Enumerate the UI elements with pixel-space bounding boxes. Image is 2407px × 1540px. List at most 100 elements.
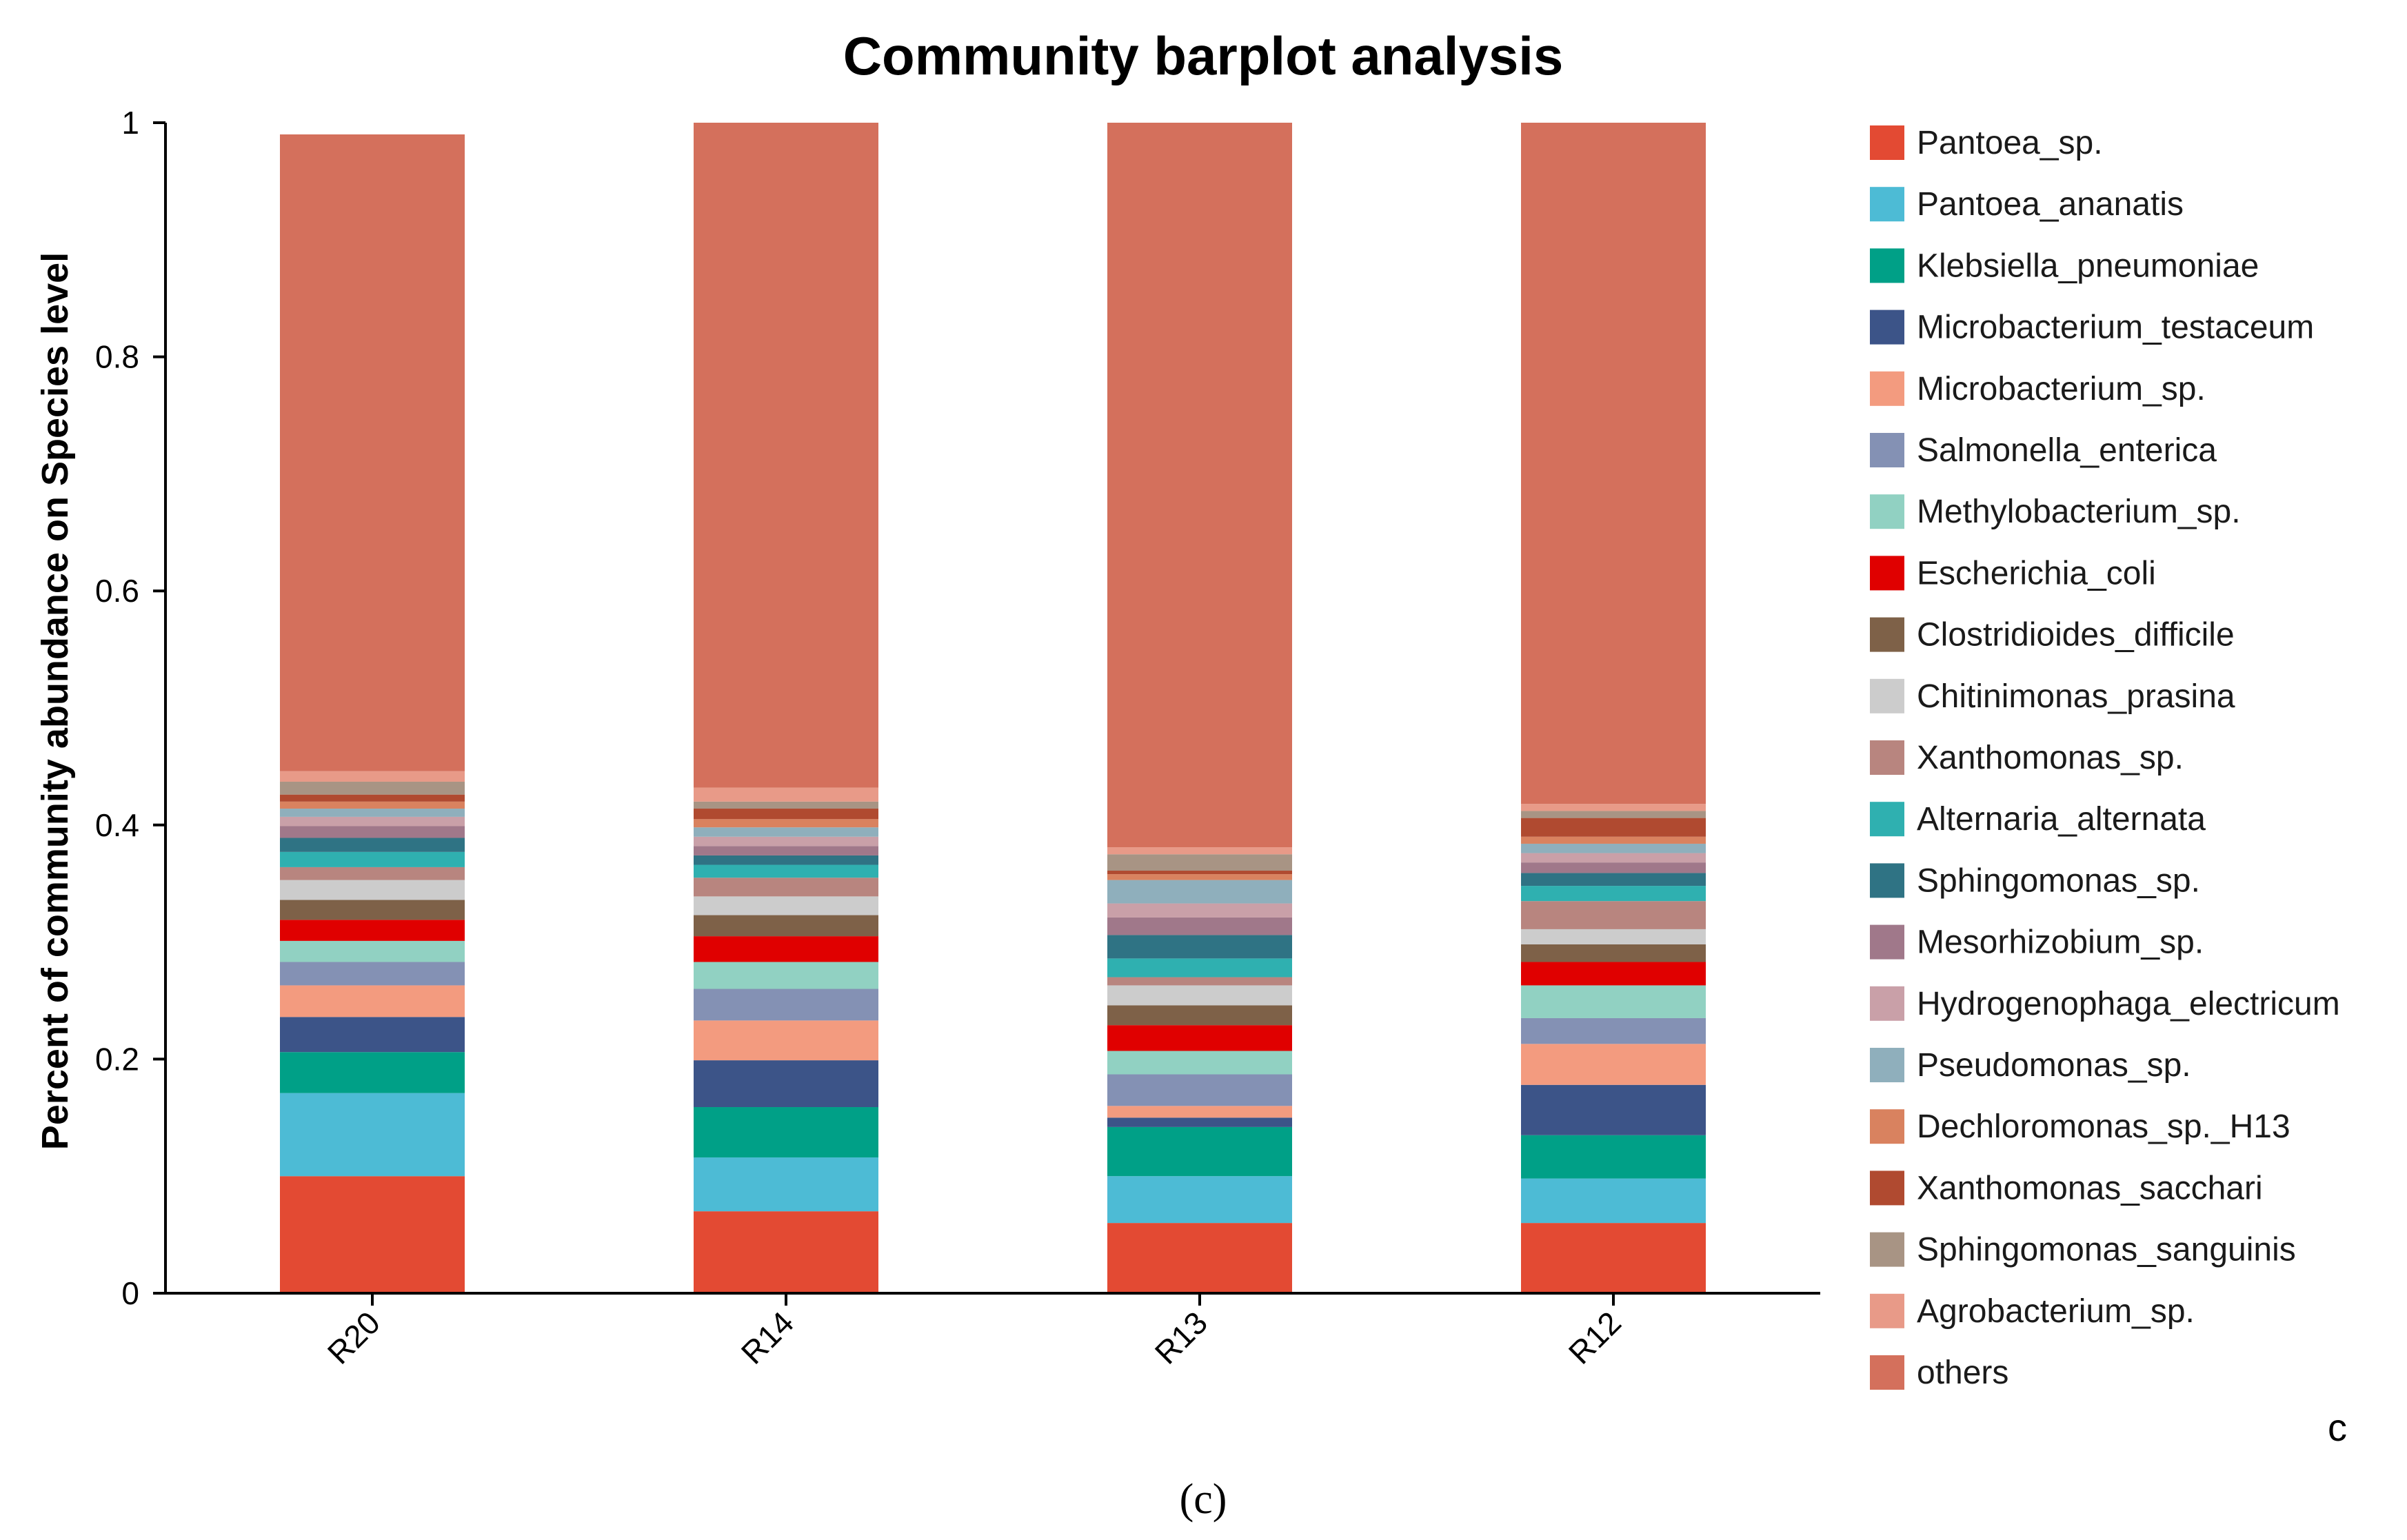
bar-segment-r14-6 xyxy=(694,962,878,989)
bar-segment-r20-14 xyxy=(280,816,465,827)
bar-segment-r20-19 xyxy=(280,771,465,782)
bar-segment-r13-5 xyxy=(1107,1074,1292,1106)
legend-label: Sphingomonas_sp. xyxy=(1917,862,2200,899)
bar-segment-r14-11 xyxy=(694,864,878,878)
legend-swatch xyxy=(1870,248,1904,283)
bar-segment-r13-8 xyxy=(1107,1005,1292,1026)
legend-label: Pantoea_ananatis xyxy=(1917,186,2184,223)
bar-segment-r14-8 xyxy=(694,915,878,937)
bar-segment-r14-16 xyxy=(694,819,878,828)
bar-segment-r13-20 xyxy=(1107,123,1292,848)
legend-swatch xyxy=(1870,1048,1904,1082)
bar-segment-r14-18 xyxy=(694,801,878,809)
bar-segment-r14-3 xyxy=(694,1060,878,1108)
chart-title: Community barplot analysis xyxy=(843,26,1564,86)
legend-label: Clostridioides_difficile xyxy=(1917,617,2235,654)
y-tick-label: 0.4 xyxy=(95,807,139,843)
bar-segment-r14-2 xyxy=(694,1107,878,1158)
bar-segment-r14-12 xyxy=(694,855,878,865)
legend-label: Pantoea_sp. xyxy=(1917,125,2103,161)
legend-swatch xyxy=(1870,986,1904,1021)
bar-segment-r13-19 xyxy=(1107,847,1292,855)
legend-swatch xyxy=(1870,433,1904,467)
legend-swatch xyxy=(1870,617,1904,652)
bar-segment-r12-16 xyxy=(1521,836,1706,844)
bar-segment-r12-2 xyxy=(1521,1135,1706,1179)
legend-swatch xyxy=(1870,371,1904,406)
bar-segment-r14-14 xyxy=(694,836,878,847)
bar-segment-r14-9 xyxy=(694,896,878,915)
legend-label: Dechloromonas_sp._H13 xyxy=(1917,1108,2290,1145)
legend-swatch xyxy=(1870,1171,1904,1206)
bar-segment-r13-1 xyxy=(1107,1176,1292,1224)
bar-segment-r12-4 xyxy=(1521,1044,1706,1085)
bar-segment-r12-5 xyxy=(1521,1017,1706,1044)
bar-segment-r12-7 xyxy=(1521,962,1706,986)
legend-swatch xyxy=(1870,310,1904,345)
bar-segment-r20-15 xyxy=(280,809,465,817)
legend-label: Klebsiella_pneumoniae xyxy=(1917,247,2259,284)
bar-segment-r20-4 xyxy=(280,985,465,1017)
bar-segment-r13-0 xyxy=(1107,1223,1292,1293)
legend-label: Methylobacterium_sp. xyxy=(1917,494,2241,530)
panel-letter: c xyxy=(2328,1406,2347,1449)
legend-label: others xyxy=(1917,1355,2008,1391)
legend-label: Chitinimonas_prasina xyxy=(1917,678,2235,715)
x-tick-label-r12: R12 xyxy=(1562,1304,1628,1370)
bar-segment-r20-7 xyxy=(280,920,465,941)
bar-segment-r14-19 xyxy=(694,787,878,802)
bar-segment-r12-17 xyxy=(1521,818,1706,837)
bar-segment-r12-19 xyxy=(1521,804,1706,811)
bar-segment-r14-7 xyxy=(694,936,878,962)
figure-caption: (c) xyxy=(1180,1476,1227,1523)
bar-segment-r14-10 xyxy=(694,878,878,897)
bar-segment-r12-13 xyxy=(1521,862,1706,873)
bar-segment-r13-12 xyxy=(1107,935,1292,959)
legend-label: Xanthomonas_sacchari xyxy=(1917,1170,2263,1206)
legend-swatch xyxy=(1870,1232,1904,1267)
bar-segment-r20-0 xyxy=(280,1176,465,1293)
legend-swatch xyxy=(1870,125,1904,160)
legend-swatch xyxy=(1870,1109,1904,1144)
legend-swatch xyxy=(1870,802,1904,837)
bar-segment-r12-9 xyxy=(1521,929,1706,944)
bar-segment-r13-13 xyxy=(1107,917,1292,935)
bar-segment-r13-6 xyxy=(1107,1051,1292,1075)
bars xyxy=(280,123,1706,1293)
y-axis-label: Percent of community abundance on Specie… xyxy=(34,252,76,1150)
bar-segment-r12-14 xyxy=(1521,853,1706,863)
x-tick-label-r20: R20 xyxy=(321,1304,387,1370)
bar-segment-r12-6 xyxy=(1521,985,1706,1018)
legend-swatch xyxy=(1870,863,1904,898)
bar-segment-r13-15 xyxy=(1107,880,1292,904)
bar-segment-r20-16 xyxy=(280,801,465,809)
bar-segment-r14-13 xyxy=(694,846,878,855)
legend-label: Alternaria_alternata xyxy=(1917,801,2206,838)
legend-label: Salmonella_enterica xyxy=(1917,432,2217,469)
y-tick-label: 0.6 xyxy=(95,573,139,609)
bar-segment-r14-15 xyxy=(694,827,878,837)
bar-segment-r14-4 xyxy=(694,1020,878,1061)
bar-segment-r20-18 xyxy=(280,781,465,795)
bar-segment-r12-12 xyxy=(1521,873,1706,886)
legend-swatch xyxy=(1870,924,1904,960)
legend-label: Microbacterium_testaceum xyxy=(1917,310,2314,346)
bar-segment-r14-0 xyxy=(694,1211,878,1293)
bar-segment-r12-8 xyxy=(1521,944,1706,962)
bar-segment-r12-18 xyxy=(1521,811,1706,818)
bar-segment-r20-9 xyxy=(280,880,465,900)
bar-segment-r12-11 xyxy=(1521,886,1706,902)
bar-segment-r20-10 xyxy=(280,867,465,880)
bar-segment-r20-11 xyxy=(280,851,465,867)
bar-segment-r13-7 xyxy=(1107,1025,1292,1051)
bar-segment-r12-10 xyxy=(1521,901,1706,929)
bar-segment-r13-11 xyxy=(1107,958,1292,977)
bar-segment-r13-17 xyxy=(1107,871,1292,875)
y-tick-label: 0 xyxy=(121,1275,139,1311)
bar-segment-r12-1 xyxy=(1521,1178,1706,1224)
bar-segment-r13-2 xyxy=(1107,1126,1292,1177)
y-tick-label: 0.8 xyxy=(95,339,139,375)
bar-segment-r20-1 xyxy=(280,1093,465,1177)
bar-segment-r13-10 xyxy=(1107,977,1292,986)
